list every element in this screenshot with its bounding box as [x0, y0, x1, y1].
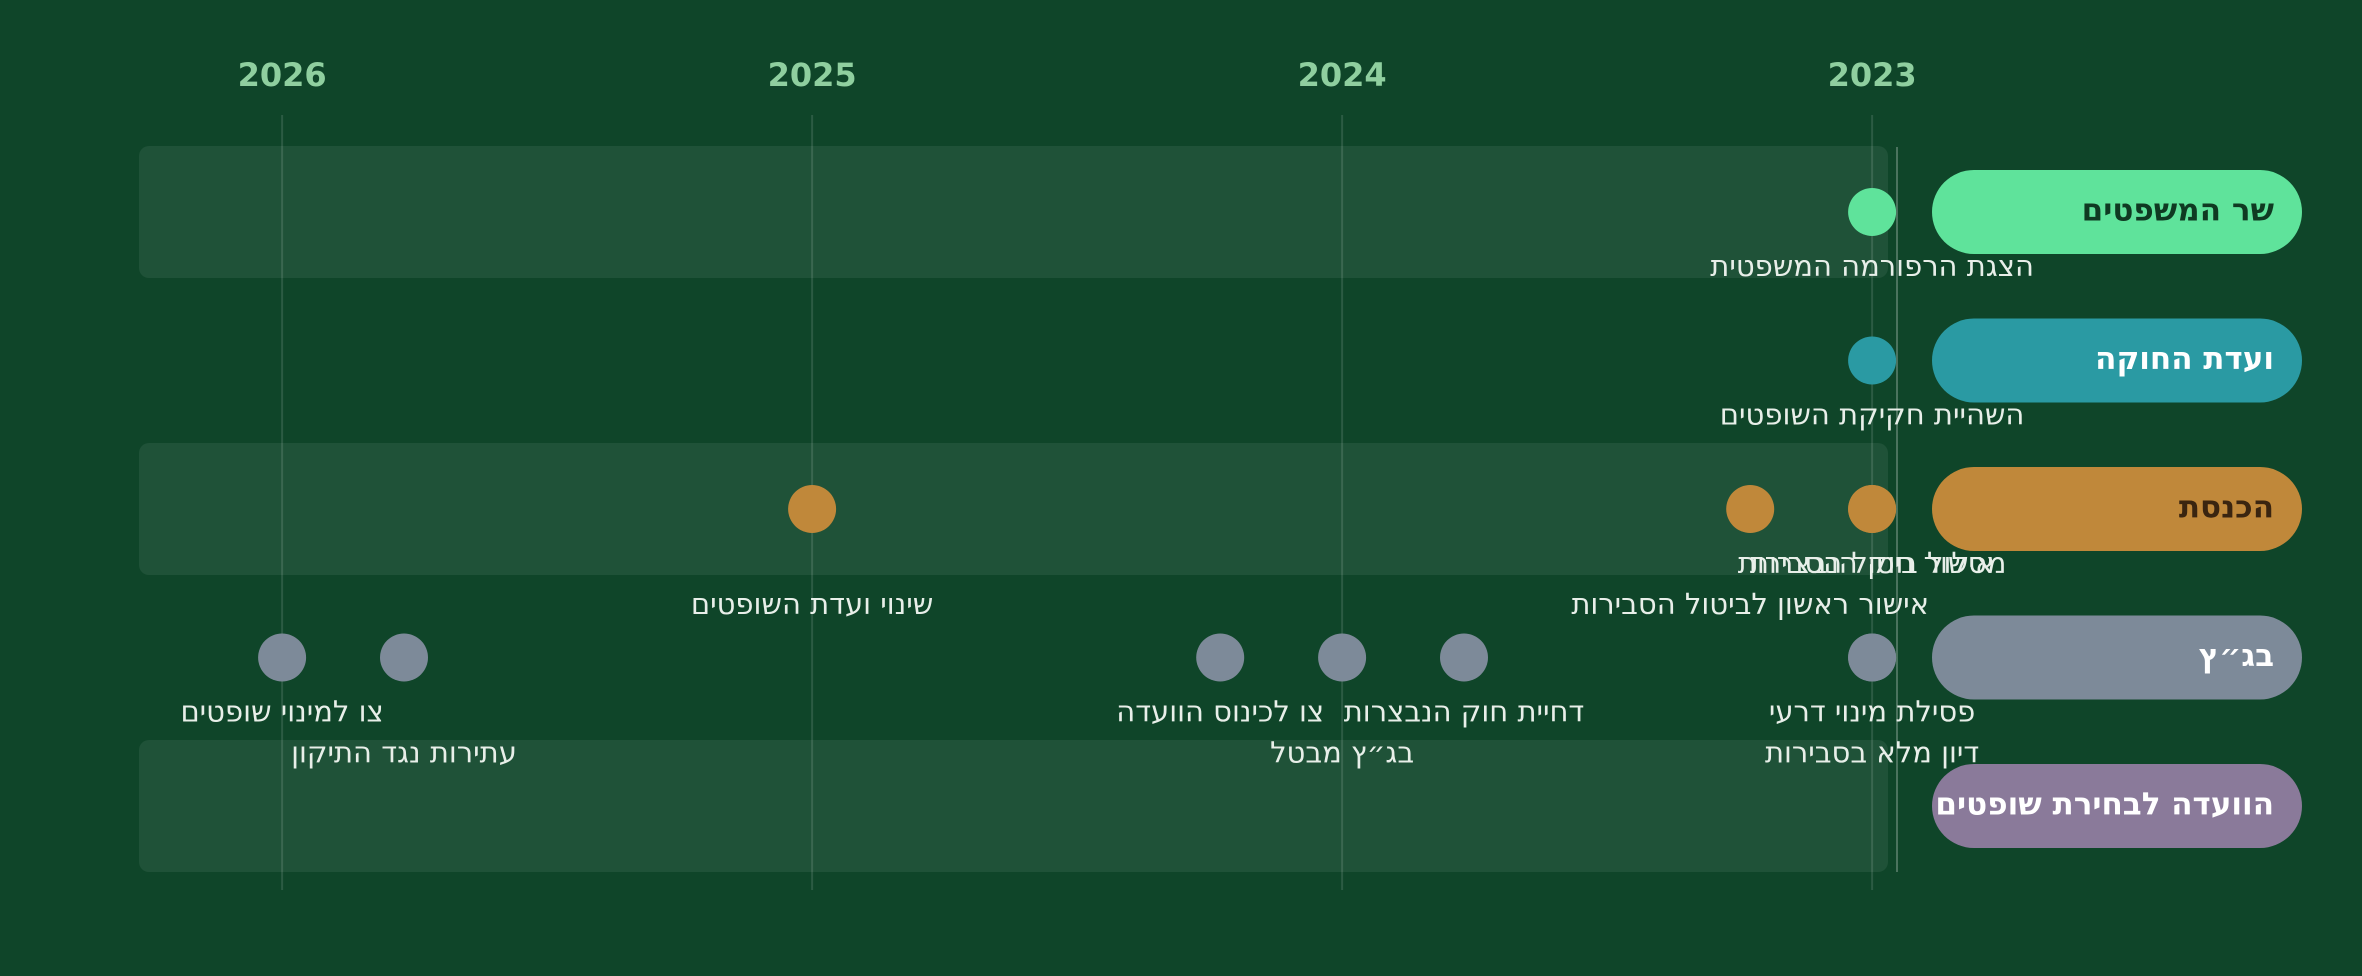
event-label: דיון מלא בסבירות: [1765, 736, 1979, 770]
event-dot: [1848, 485, 1897, 533]
event-dot: [1848, 633, 1897, 682]
event-dot: [380, 633, 428, 682]
background-layer: [139, 115, 1888, 890]
event-dot: [258, 633, 307, 682]
event-label: אישור ראשון לביטול הסבירות: [1571, 587, 1929, 621]
x-tick-label: 2026: [238, 56, 327, 94]
x-tick-label: 2025: [768, 56, 857, 94]
event-label: צו לכינוס הוועדה: [1116, 695, 1324, 729]
event-dot: [1318, 633, 1367, 682]
event-dot: [1440, 633, 1488, 682]
x-tick-label: 2024: [1298, 56, 1387, 94]
row-pill: [1932, 764, 2302, 848]
row-band: [139, 146, 1888, 278]
row-pill: [1932, 170, 2302, 254]
event-label: בג״ץ מבטל: [1270, 736, 1414, 770]
event-dot: [1196, 633, 1245, 682]
event-label: עתירות נגד התיקון: [291, 736, 517, 770]
event-label: השהיית חקיקת השופטים: [1720, 398, 2025, 432]
event-label: הצגת הרפורמה המשפטית: [1710, 249, 2034, 283]
row-pill: [1932, 467, 2302, 551]
event-label: צו למינוי שופטים: [180, 695, 383, 729]
event-label: מסלול ביטול הסבירות: [1738, 546, 2007, 580]
event-label: דחיית חוק הנבצרות: [1344, 695, 1585, 729]
event-label: פסילת מינוי דרעי: [1769, 695, 1975, 729]
x-tick-label: 2023: [1828, 56, 1917, 94]
row-pill: [1932, 615, 2302, 700]
legend-label: בג״ץ: [2199, 638, 2274, 674]
legend-label: ועדת החוקה: [2095, 341, 2274, 377]
row-band: [139, 740, 1888, 872]
legend-label: הוועדה לבחירת שופטים: [1935, 787, 2274, 823]
event-dot: [788, 485, 837, 533]
legend-label: שר המשפטים: [2082, 193, 2275, 229]
event-dot: [1848, 336, 1897, 385]
event-dot: [1726, 485, 1775, 533]
row-band: [139, 443, 1888, 575]
event-label: אישור חוק הנבצרות: [1750, 546, 1994, 580]
row-pill: [1932, 318, 2302, 403]
event-label: שינוי ועדת השופטים: [691, 587, 933, 621]
event-dot: [1848, 188, 1897, 236]
legend-label: הכנסת: [2179, 490, 2274, 526]
